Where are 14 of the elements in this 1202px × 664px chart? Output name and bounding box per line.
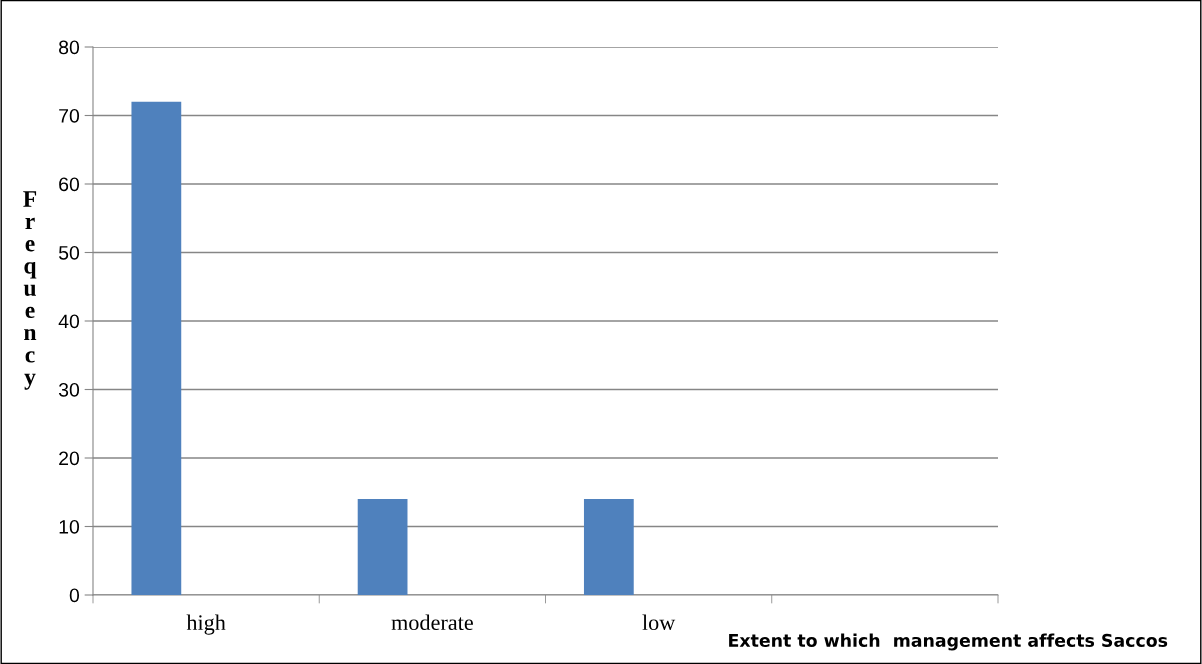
y-tick-label: 80 [59, 40, 80, 55]
y-tick-label: 30 [58, 382, 80, 397]
y-tick-label: 20 [59, 451, 80, 466]
y-tick-label: 40 [58, 314, 80, 329]
text: Frequency [23, 191, 37, 390]
x-tick-label: low [642, 614, 676, 631]
y-tick-label: 50 [58, 245, 80, 260]
y-tick-label: 10 [59, 519, 80, 534]
x-tick-label: moderate [391, 614, 473, 631]
y-tick-label: 0 [69, 588, 80, 603]
y-tick-label: 60 [59, 177, 80, 192]
x-axis-title: Extent to which management affects Saccos [729, 633, 1168, 651]
x-tick-label: high [186, 614, 226, 635]
y-tick-label: 70 [59, 108, 80, 123]
